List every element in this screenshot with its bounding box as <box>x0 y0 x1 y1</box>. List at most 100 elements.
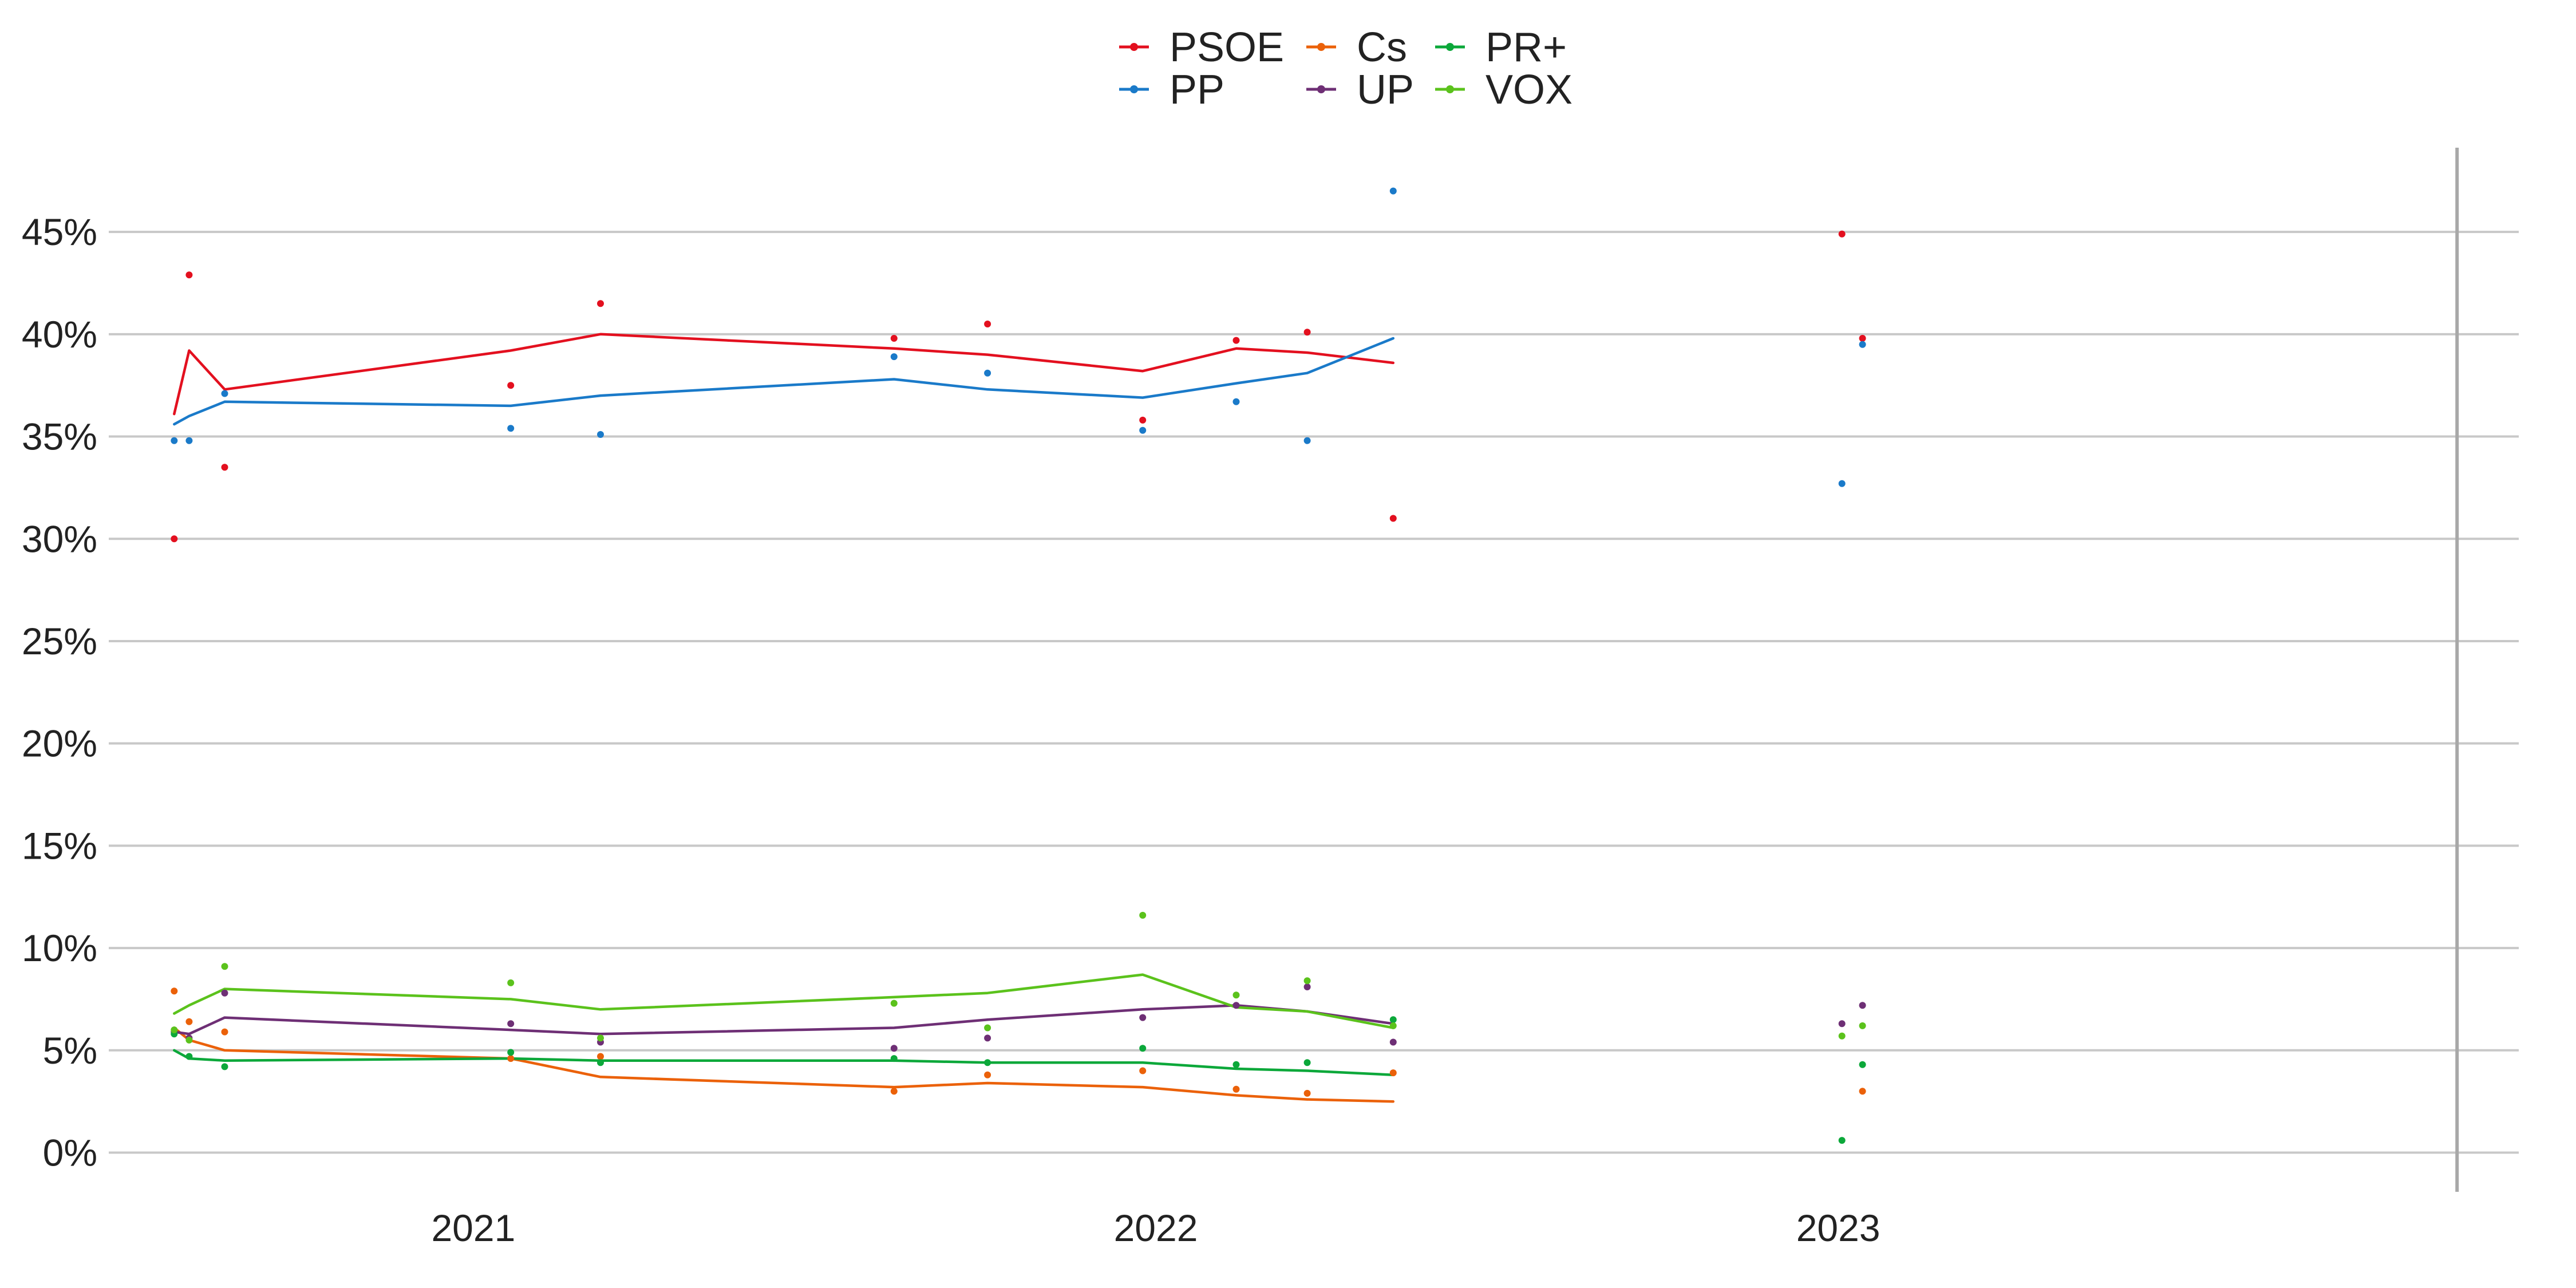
poll-point-pp <box>597 431 604 438</box>
y-axis-tick-labels: 0% 5% 10% 15% 20% 25% 30% 35% 40% 45% <box>22 211 97 1174</box>
x-tick-label: 2022 <box>1114 1207 1198 1249</box>
poll-point-cs <box>1389 1069 1397 1077</box>
poll-point-up <box>984 1034 991 1042</box>
poll-point-psoe <box>1838 230 1846 238</box>
x-axis-tick-labels: 2021 2022 2023 <box>431 1207 1880 1249</box>
poll-point-up <box>1389 1038 1397 1046</box>
poll-point-vox <box>597 1034 604 1042</box>
poll-point-psoe <box>597 300 604 307</box>
poll-point-vox <box>890 999 898 1007</box>
poll-point-pp <box>171 437 178 444</box>
poll-point-pr <box>1838 1137 1846 1144</box>
poll-point-psoe <box>984 321 991 327</box>
trend-line-cs <box>173 1026 1395 1103</box>
trend-line-psoe <box>173 333 1395 416</box>
trend-line-up <box>173 1003 1395 1036</box>
poll-point-up <box>1139 1014 1147 1021</box>
poll-point-up <box>1838 1020 1846 1028</box>
poll-point-up <box>221 989 228 997</box>
y-tick-label: 10% <box>22 927 97 969</box>
poll-point-cs <box>1139 1067 1147 1074</box>
y-tick-label: 5% <box>43 1029 97 1072</box>
y-tick-label: 30% <box>22 517 97 560</box>
poll-point-psoe <box>1389 515 1397 522</box>
trend-line-vox <box>173 973 1395 1029</box>
poll-point-pp <box>221 390 228 397</box>
trend-lines <box>173 333 1395 1103</box>
poll-point-up <box>507 1020 515 1028</box>
y-tick-label: 45% <box>22 211 97 253</box>
poll-point-vox <box>1232 991 1240 999</box>
y-tick-label: 15% <box>22 824 97 867</box>
legend-dot-icon <box>1130 85 1138 93</box>
poll-point-pr <box>1389 1016 1397 1024</box>
poll-point-psoe <box>1859 335 1866 342</box>
poll-point-cs <box>597 1053 604 1060</box>
legend-item: PSOE <box>1119 25 1284 70</box>
poll-point-up <box>1303 983 1311 990</box>
legend-dot-icon <box>1446 85 1454 93</box>
legend-dot-icon <box>1130 43 1138 51</box>
legend-label: Cs <box>1357 25 1407 70</box>
x-tick-label: 2021 <box>431 1207 515 1249</box>
poll-point-vox <box>507 979 515 986</box>
legend-label: PR+ <box>1485 25 1567 70</box>
poll-point-pp <box>185 437 193 444</box>
poll-point-vox <box>171 1026 178 1034</box>
poll-point-pr <box>1303 1059 1311 1066</box>
poll-point-pp <box>1303 437 1311 444</box>
legend-dot-icon <box>1317 85 1325 93</box>
poll-point-psoe <box>171 535 178 543</box>
poll-point-pr <box>1859 1061 1866 1068</box>
poll-point-up <box>1232 1002 1240 1009</box>
poll-point-cs <box>221 1028 228 1036</box>
poll-point-psoe <box>890 335 898 342</box>
y-tick-label: 35% <box>22 416 97 458</box>
poll-point-vox <box>1389 1022 1397 1029</box>
poll-point-pp <box>890 353 898 361</box>
poll-point-psoe <box>185 271 193 279</box>
poll-point-up <box>1859 1002 1866 1009</box>
poll-point-cs <box>171 987 178 995</box>
poll-point-vox <box>185 1036 193 1044</box>
legend-item: UP <box>1306 67 1414 113</box>
poll-point-pr <box>507 1049 515 1056</box>
poll-point-vox <box>1139 911 1147 919</box>
poll-point-pr <box>1139 1045 1147 1052</box>
poll-point-pr <box>984 1059 991 1066</box>
legend-item: PR+ <box>1435 25 1567 70</box>
y-tick-label: 25% <box>22 620 97 662</box>
poll-point-cs <box>890 1088 898 1095</box>
legend-dot-icon <box>1446 43 1454 51</box>
y-tick-label: 20% <box>22 722 97 765</box>
poll-point-cs <box>185 1018 193 1025</box>
poll-point-pp <box>1859 341 1866 348</box>
poll-point-pp <box>1232 398 1240 405</box>
poll-point-pr <box>597 1059 604 1066</box>
legend-label: VOX <box>1485 67 1573 113</box>
poll-point-vox <box>1303 977 1311 985</box>
poll-point-cs <box>1232 1085 1240 1093</box>
legend-item: Cs <box>1306 25 1407 70</box>
poll-point-psoe <box>507 382 515 389</box>
poll-point-pr <box>221 1063 228 1070</box>
poll-point-pp <box>1838 480 1846 487</box>
trend-line-pp <box>173 337 1395 426</box>
poll-point-psoe <box>1139 416 1147 424</box>
legend-label: UP <box>1357 67 1414 113</box>
poll-point-pp <box>1389 187 1397 195</box>
legend-label: PSOE <box>1170 25 1284 70</box>
poll-point-pr <box>185 1053 193 1060</box>
y-tick-label: 0% <box>43 1132 97 1174</box>
poll-point-psoe <box>221 464 228 471</box>
poll-point-pp <box>1139 426 1147 434</box>
poll-point-pp <box>984 369 991 377</box>
poll-point-psoe <box>1303 329 1311 336</box>
poll-point-cs <box>1859 1088 1866 1095</box>
poll-point-vox <box>221 963 228 970</box>
poll-point-up <box>890 1045 898 1052</box>
y-tick-label: 40% <box>22 313 97 355</box>
poll-point-psoe <box>1232 337 1240 344</box>
legend-dot-icon <box>1317 43 1325 51</box>
